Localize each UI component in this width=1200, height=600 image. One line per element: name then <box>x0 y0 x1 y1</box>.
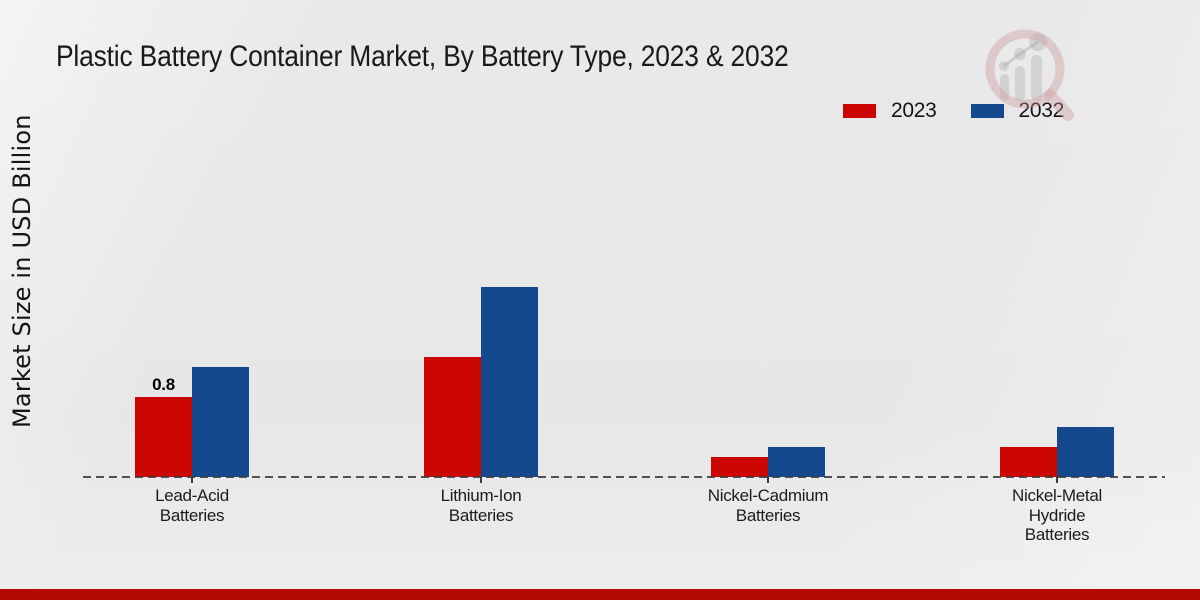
category-label: Lead-Acid Batteries <box>155 486 229 525</box>
x-axis-tick <box>191 477 193 483</box>
legend-label-2023: 2023 <box>891 99 937 122</box>
legend-label-2032: 2032 <box>1018 99 1065 122</box>
category-label: Nickel-Metal Hydride Batteries <box>1012 486 1102 544</box>
x-axis-dashed-baseline <box>83 476 1165 478</box>
legend: 2023 2032 <box>843 99 1064 123</box>
legend-entry-2032: 2032 <box>970 99 1065 123</box>
bar-2032-lead-acid-batteries <box>192 367 249 477</box>
magnifier-chart-logo-icon <box>985 29 1074 121</box>
bar-value-label: 0.8 <box>152 375 175 394</box>
x-axis-tick <box>1056 477 1058 483</box>
legend-swatch-2023 <box>843 104 876 118</box>
category-label: Nickel-Cadmium Batteries <box>707 486 829 525</box>
bar-2023-lithium-ion-batteries <box>424 357 481 477</box>
x-axis-tick <box>480 477 482 483</box>
bar-2032-nickel-cadmium-batteries <box>768 447 825 477</box>
bar-2032-nickel-metal-hydride-batteries <box>1057 427 1114 477</box>
legend-swatch-2032 <box>970 104 1004 118</box>
page-title: Plastic Battery Container Market, By Bat… <box>56 40 789 73</box>
bar-2023-nickel-cadmium-batteries <box>711 457 768 477</box>
bar-2032-lithium-ion-batteries <box>481 287 538 477</box>
category-label: Lithium-Ion Batteries <box>440 486 522 525</box>
x-axis-tick <box>767 477 769 483</box>
bar-2023-nickel-metal-hydride-batteries <box>1000 447 1057 477</box>
bar-2023-lead-acid-batteries <box>135 397 192 477</box>
legend-entry-2023: 2023 <box>843 99 937 123</box>
footer-accent-bar <box>0 589 1200 600</box>
